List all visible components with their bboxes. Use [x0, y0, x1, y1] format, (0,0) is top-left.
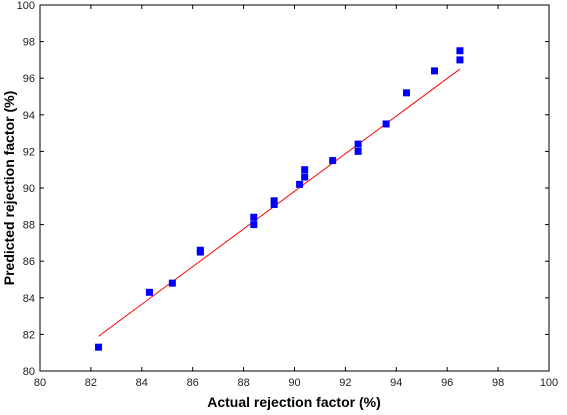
plot-area — [39, 4, 550, 372]
y-axis-label: Predicted rejection factor (%) — [1, 91, 17, 286]
data-point — [270, 197, 278, 205]
x-tick-label: 90 — [288, 377, 300, 389]
data-point — [382, 120, 390, 128]
fit-line-layer — [98, 68, 461, 337]
x-tick-label: 86 — [187, 377, 199, 389]
y-tick-label: 88 — [23, 220, 35, 232]
x-tick-label: 96 — [441, 377, 453, 389]
data-point — [168, 279, 176, 287]
x-tick-label: 94 — [390, 377, 402, 389]
x-tick-label: 84 — [136, 377, 148, 389]
y-axis-ticks: 80 82 84 86 88 90 92 94 96 98 100 — [17, 0, 549, 378]
y-tick-label: 100 — [17, 0, 35, 12]
y-tick-label: 80 — [23, 366, 35, 378]
y-tick-label: 84 — [23, 293, 35, 305]
data-point — [430, 67, 438, 75]
data-point — [329, 157, 337, 165]
x-tick-label: 80 — [34, 377, 46, 389]
data-point — [296, 180, 304, 188]
x-tick-label: 92 — [339, 377, 351, 389]
y-tick-label: 90 — [23, 183, 35, 195]
x-tick-label: 88 — [237, 377, 249, 389]
data-points-layer — [95, 47, 464, 351]
y-tick-label: 98 — [23, 37, 35, 49]
x-tick-label: 82 — [85, 377, 97, 389]
y-tick-label: 92 — [23, 146, 35, 158]
y-tick-label: 96 — [23, 73, 35, 85]
data-point — [456, 47, 464, 55]
data-point — [145, 288, 153, 296]
data-point — [301, 173, 309, 181]
data-point — [250, 213, 258, 221]
data-point — [456, 56, 464, 64]
y-tick-label: 86 — [23, 256, 35, 268]
data-point — [354, 140, 362, 148]
data-point — [354, 147, 362, 155]
x-axis-label: Actual rejection factor (%) — [207, 394, 380, 410]
data-point — [250, 221, 258, 229]
data-point — [301, 166, 309, 174]
data-point — [95, 343, 103, 351]
data-point — [270, 200, 278, 208]
fit-line — [98, 68, 461, 337]
x-tick-label: 98 — [492, 377, 504, 389]
x-axis-ticks: 80 82 84 86 88 90 92 94 96 98 100 — [34, 5, 558, 389]
data-point — [402, 89, 410, 97]
x-tick-label: 100 — [540, 377, 558, 389]
y-tick-label: 94 — [23, 110, 35, 122]
data-point — [196, 248, 204, 256]
y-tick-label: 82 — [23, 329, 35, 341]
